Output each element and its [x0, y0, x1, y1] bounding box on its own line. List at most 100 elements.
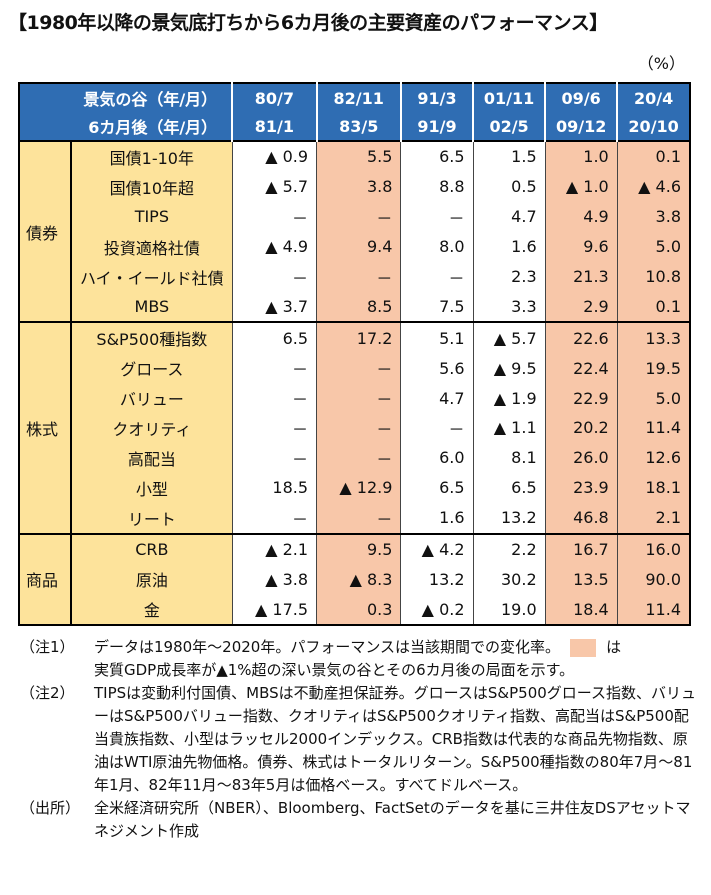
shade-swatch — [570, 638, 597, 657]
value-cell: 30.2 — [472, 564, 546, 595]
value-cell: 21.3 — [544, 261, 618, 292]
table-row: 国債10年超 ▲ 5.7 3.8 8.8 0.5 ▲ 1.0 ▲ 4.6 — [19, 171, 690, 202]
value-cell: 2.1 — [616, 502, 690, 534]
header-period: 81/1 — [231, 112, 317, 141]
asset-label: 高配当 — [71, 442, 233, 473]
value-cell: 0.1 — [616, 291, 690, 323]
asset-label: 小型 — [71, 472, 233, 503]
table-row: 株式 S&P500種指数 6.5 17.2 5.1 ▲ 5.7 22.6 13.3 — [19, 321, 690, 534]
value-cell: ▲ 5.7 — [472, 321, 546, 354]
value-cell: 26.0 — [544, 442, 618, 473]
value-cell: 4.7 — [400, 383, 474, 414]
value-cell: 6.0 — [400, 442, 474, 473]
note-1: （注1） データは1980年～2020年。パフォーマンスは当該期間での変化率。 は… — [20, 636, 700, 682]
value-cell: 6.5 — [400, 472, 474, 503]
notes: （注1） データは1980年～2020年。パフォーマンスは当該期間での変化率。 は… — [20, 636, 700, 843]
note-key: （注1） — [20, 638, 75, 656]
value-cell: 10.8 — [616, 261, 690, 292]
value-cell: ▲ 4.2 — [400, 532, 474, 565]
header-period: 02/5 — [472, 112, 546, 141]
value-cell: 7.5 — [400, 291, 474, 323]
value-cell: 18.1 — [616, 472, 690, 503]
value-cell: 6.5 — [400, 140, 474, 172]
asset-label: CRB — [71, 532, 233, 565]
value-cell: ▲ 8.3 — [316, 564, 401, 595]
note-text: データは1980年～2020年。パフォーマンスは当該期間での変化率。 — [94, 638, 561, 656]
note-key: （出所） — [20, 799, 81, 817]
section-label: 債券 — [19, 139, 72, 323]
value-cell: ▲ 2.1 — [231, 532, 317, 565]
value-cell: ▲ 17.5 — [231, 594, 317, 626]
value-cell: 4.9 — [544, 201, 618, 232]
table-row: 商品 CRB ▲ 2.1 9.5 ▲ 4.2 2.2 16.7 16.0 — [19, 532, 690, 626]
value-cell: － — [400, 261, 474, 292]
asset-label: S&P500種指数 — [71, 321, 233, 354]
value-cell: ▲ 5.7 — [231, 171, 317, 202]
value-cell: 13.5 — [544, 564, 618, 595]
value-cell: － — [316, 201, 401, 232]
value-cell: 2.9 — [544, 291, 618, 323]
value-cell: － — [316, 353, 401, 384]
value-cell: 13.2 — [400, 564, 474, 595]
value-cell: 1.6 — [472, 231, 546, 262]
value-cell: 0.5 — [472, 171, 546, 202]
value-cell: ▲ 3.7 — [231, 291, 317, 323]
value-cell: 19.5 — [616, 353, 690, 384]
asset-label: クオリティ — [71, 413, 233, 443]
header-period: 01/11 — [472, 83, 546, 112]
value-cell: － — [316, 502, 401, 534]
value-cell: － — [316, 261, 401, 292]
value-cell: － — [231, 383, 317, 414]
value-cell: ▲ 0.2 — [400, 594, 474, 626]
header-period: 91/9 — [399, 112, 474, 141]
value-cell: 2.2 — [472, 532, 546, 565]
value-cell: 8.1 — [472, 442, 546, 473]
value-cell: － — [231, 201, 317, 232]
value-cell: 4.7 — [472, 201, 546, 232]
value-cell: 9.4 — [316, 231, 401, 262]
asset-label: 国債10年超 — [71, 171, 233, 202]
value-cell: ▲ 9.5 — [472, 353, 546, 384]
value-cell: ▲ 1.1 — [472, 413, 546, 443]
value-cell: 22.6 — [544, 321, 618, 354]
asset-label: 原油 — [71, 564, 233, 595]
value-cell: 13.2 — [472, 502, 546, 534]
unit-label: （%） — [637, 54, 685, 73]
header-period: 09/12 — [544, 112, 618, 141]
value-cell: 3.3 — [472, 291, 546, 323]
value-cell: 18.4 — [544, 594, 618, 626]
value-cell: 17.2 — [316, 321, 401, 354]
value-cell: － — [316, 413, 401, 443]
value-cell: － — [231, 353, 317, 384]
value-cell: － — [231, 502, 317, 534]
value-cell: 8.0 — [400, 231, 474, 262]
value-cell: 22.9 — [544, 383, 618, 414]
value-cell: － — [316, 442, 401, 473]
asset-label: TIPS — [71, 201, 233, 232]
value-cell: 13.3 — [616, 321, 690, 354]
table-row: 原油 ▲ 3.8 ▲ 8.3 13.2 30.2 13.5 90.0 — [19, 564, 690, 595]
value-cell: 11.4 — [616, 594, 690, 626]
note-text: TIPSは変動利付国債、MBSは不動産担保証券。グロースはS&P500グロース指… — [94, 684, 697, 794]
note-text: 実質GDP成長率が▲1%超の深い景気の谷とその6カ月後の局面を示す。 — [94, 661, 575, 679]
value-cell: 6.5 — [472, 472, 546, 503]
header-period: 82/11 — [315, 83, 401, 112]
table-row: リート－－ 1.6 13.2 46.8 2.1 — [19, 502, 690, 534]
value-cell: 2.3 — [472, 261, 546, 292]
value-cell: 8.8 — [400, 171, 474, 202]
asset-label: 投資適格社債 — [71, 231, 233, 262]
value-cell: 0.1 — [616, 140, 690, 172]
asset-label: バリュー — [71, 383, 233, 414]
header-period: 91/3 — [399, 83, 474, 112]
value-cell: 8.5 — [316, 291, 401, 323]
note-text: は — [606, 638, 622, 656]
value-cell: 9.6 — [544, 231, 618, 262]
asset-label: リート — [71, 502, 233, 534]
value-cell: ▲ 4.6 — [616, 171, 690, 202]
value-cell: 5.5 — [316, 140, 401, 172]
value-cell: － — [400, 201, 474, 232]
value-cell: ▲ 4.9 — [231, 231, 317, 262]
header-label: 6カ月後（年/月） — [19, 112, 233, 141]
table-row: バリュー－－ 4.7 ▲ 1.9 22.9 5.0 — [19, 383, 690, 414]
value-cell: － — [316, 383, 401, 414]
